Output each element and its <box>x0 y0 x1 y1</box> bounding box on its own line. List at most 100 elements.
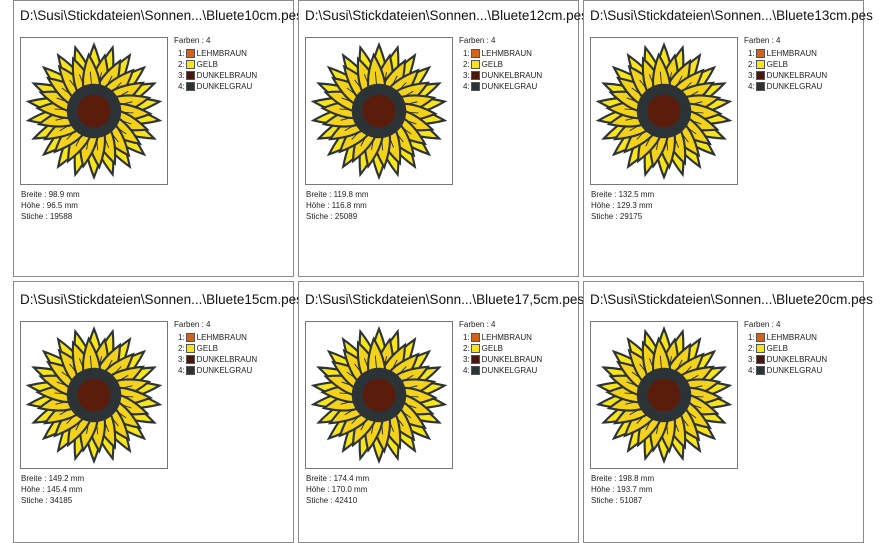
color-swatch <box>185 366 195 375</box>
design-image <box>20 321 168 469</box>
thread-number: 4: <box>178 366 185 375</box>
color-swatch <box>755 333 765 342</box>
design-panel[interactable]: D:\Susi\Stickdateien\Sonn...\Bluete17,5c… <box>298 281 584 543</box>
color-swatch <box>185 82 195 91</box>
design-panel[interactable]: D:\Susi\Stickdateien\Sonnen...\Bluete15c… <box>13 281 303 543</box>
thread-name: LEHMBRAUN <box>766 49 817 58</box>
thread-name: DUNKELGRAU <box>196 366 253 375</box>
design-panel[interactable]: D:\Susi\Stickdateien\Sonnen...\Bluete13c… <box>583 0 873 277</box>
design-stats: Breite : 132.5 mm Höhe : 129.3 mm Stiche… <box>591 189 654 222</box>
design-stats: Breite : 198.8 mm Höhe : 193.7 mm Stiche… <box>591 473 654 506</box>
file-path-title: D:\Susi\Stickdateien\Sonnen...\Bluete15c… <box>20 292 303 307</box>
color-swatch <box>755 49 765 58</box>
colors-count: Farben : 4 <box>174 320 211 329</box>
design-image <box>590 321 738 469</box>
thread-item: 3: DUNKELBRAUN <box>174 354 257 365</box>
height-value: Höhe : 116.8 mm <box>306 201 367 210</box>
color-swatch <box>185 333 195 342</box>
thread-item: 4: DUNKELGRAU <box>459 365 542 376</box>
color-swatch <box>470 333 480 342</box>
thread-number: 3: <box>178 355 185 364</box>
thread-item: 3: DUNKELBRAUN <box>744 70 827 81</box>
thread-legend: Farben : 4 1: LEHMBRAUN 2: GELB 3: DUNKELBRAU… <box>744 320 827 376</box>
thread-item: 2: GELB <box>174 59 257 70</box>
thread-name: GELB <box>766 60 789 69</box>
sunflower-preview <box>310 325 448 465</box>
thread-legend: Farben : 4 1: LEHMBRAUN 2: GELB 3: DUNKELBRAU… <box>174 36 257 92</box>
thread-number: 2: <box>178 344 185 353</box>
thread-name: DUNKELGRAU <box>196 82 253 91</box>
stitch-count: Stiche : 25089 <box>306 212 358 221</box>
thread-number: 4: <box>463 82 470 91</box>
height-value: Höhe : 96.5 mm <box>21 201 78 210</box>
color-swatch <box>470 366 480 375</box>
colors-count: Farben : 4 <box>459 320 496 329</box>
thread-item: 4: DUNKELGRAU <box>744 81 827 92</box>
thread-number: 2: <box>463 60 470 69</box>
thread-name: DUNKELBRAUN <box>766 71 828 80</box>
thread-number: 4: <box>463 366 470 375</box>
file-path-title: D:\Susi\Stickdateien\Sonnen...\Bluete13c… <box>590 8 873 23</box>
color-swatch <box>470 82 480 91</box>
thread-item: 2: GELB <box>459 59 542 70</box>
sunflower-preview <box>595 41 733 181</box>
thread-item: 4: DUNKELGRAU <box>174 365 257 376</box>
thread-item: 1: LEHMBRAUN <box>174 48 257 59</box>
thread-name: LEHMBRAUN <box>196 49 247 58</box>
color-swatch <box>755 366 765 375</box>
thread-legend: Farben : 4 1: LEHMBRAUN 2: GELB 3: DUNKELBRAU… <box>744 36 827 92</box>
thread-item: 2: GELB <box>459 343 542 354</box>
thread-legend: Farben : 4 1: LEHMBRAUN 2: GELB 3: DUNKELBRAU… <box>459 36 542 92</box>
thread-item: 3: DUNKELBRAUN <box>744 354 827 365</box>
thread-number: 3: <box>463 71 470 80</box>
design-image <box>20 37 168 185</box>
thread-name: LEHMBRAUN <box>766 333 817 342</box>
design-stats: Breite : 98.9 mm Höhe : 96.5 mm Stiche :… <box>21 189 80 222</box>
width-value: Breite : 132.5 mm <box>591 190 655 199</box>
color-swatch <box>470 355 480 364</box>
thread-item: 3: DUNKELBRAUN <box>174 70 257 81</box>
height-value: Höhe : 193.7 mm <box>591 485 653 494</box>
thread-item: 1: LEHMBRAUN <box>459 332 542 343</box>
design-panel[interactable]: D:\Susi\Stickdateien\Sonnen...\Bluete20c… <box>583 281 873 543</box>
design-panel[interactable]: D:\Susi\Stickdateien\Sonnen...\Bluete10c… <box>13 0 303 277</box>
thread-name: DUNKELGRAU <box>766 366 823 375</box>
thread-name: GELB <box>196 344 219 353</box>
thread-name: DUNKELGRAU <box>481 82 538 91</box>
thread-name: DUNKELGRAU <box>481 366 538 375</box>
thread-number: 4: <box>178 82 185 91</box>
file-path-title: D:\Susi\Stickdateien\Sonnen...\Bluete10c… <box>20 8 303 23</box>
color-swatch <box>755 344 765 353</box>
thread-item: 2: GELB <box>174 343 257 354</box>
color-swatch <box>755 60 765 69</box>
sunflower-preview <box>25 325 163 465</box>
sunflower-preview <box>25 41 163 181</box>
color-swatch <box>755 71 765 80</box>
height-value: Höhe : 129.3 mm <box>591 201 653 210</box>
color-swatch <box>755 82 765 91</box>
width-value: Breite : 174.4 mm <box>306 474 370 483</box>
thread-item: 3: DUNKELBRAUN <box>459 70 542 81</box>
color-swatch <box>470 49 480 58</box>
thread-number: 3: <box>178 71 185 80</box>
thread-number: 1: <box>178 333 185 342</box>
thread-number: 4: <box>748 82 755 91</box>
thread-number: 1: <box>463 333 470 342</box>
thread-number: 1: <box>178 49 185 58</box>
thread-legend: Farben : 4 1: LEHMBRAUN 2: GELB 3: DUNKELBRAU… <box>174 320 257 376</box>
thread-name: GELB <box>196 60 219 69</box>
thread-number: 1: <box>748 49 755 58</box>
file-path-title: D:\Susi\Stickdateien\Sonn...\Bluete17,5c… <box>305 292 585 307</box>
color-swatch <box>470 60 480 69</box>
thread-number: 1: <box>748 333 755 342</box>
sunflower-preview <box>310 41 448 181</box>
design-image <box>305 37 453 185</box>
color-swatch <box>470 71 480 80</box>
thread-number: 2: <box>178 60 185 69</box>
thread-item: 2: GELB <box>744 343 827 354</box>
thread-name: DUNKELBRAUN <box>196 71 258 80</box>
thread-item: 1: LEHMBRAUN <box>744 332 827 343</box>
thread-number: 4: <box>748 366 755 375</box>
design-panel[interactable]: D:\Susi\Stickdateien\Sonnen...\Bluete12c… <box>298 0 588 277</box>
design-stats: Breite : 174.4 mm Höhe : 170.0 mm Stiche… <box>306 473 369 506</box>
